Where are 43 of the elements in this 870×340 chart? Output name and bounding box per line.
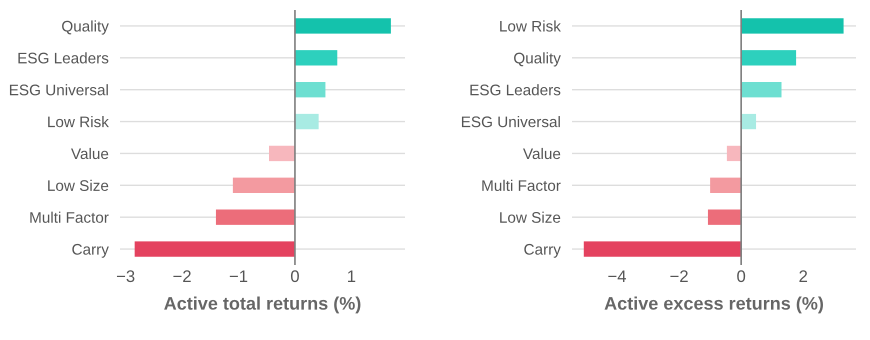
bar — [741, 50, 796, 66]
y-tick-label: Low Risk — [48, 116, 109, 128]
bar — [294, 114, 319, 130]
y-tick-label: Low Size — [48, 180, 108, 191]
bar — [741, 114, 756, 130]
y-tick-label: ESG Universal — [10, 84, 108, 96]
bar — [216, 210, 295, 225]
bar — [294, 50, 338, 66]
x-tick-label: −2 — [670, 270, 688, 282]
bar — [726, 146, 742, 162]
x-tick-label: 0 — [290, 270, 299, 282]
bar — [584, 241, 742, 257]
y-tick-label: ESG Leaders — [470, 84, 560, 96]
bar — [294, 18, 391, 34]
y-tick-label: ESG Leaders — [18, 52, 108, 64]
bar — [268, 146, 295, 162]
x-tick-label: −4 — [608, 270, 626, 282]
x-tick-label: −2 — [173, 270, 191, 282]
x-axis-title: Active excess returns (%) — [604, 296, 823, 314]
y-tick-label: Low Risk — [500, 20, 561, 32]
y-tick-label: Multi Factor — [30, 212, 109, 223]
x-tick-label: 2 — [799, 270, 808, 282]
y-tick-label: Carry — [524, 244, 561, 258]
bar — [710, 178, 742, 193]
y-tick-label: Value — [71, 148, 108, 160]
y-tick-label: Multi Factor — [482, 180, 561, 191]
bar — [741, 18, 844, 34]
bar — [741, 82, 782, 98]
y-tick-label: Low Size — [500, 212, 560, 223]
y-tick-label: Quality — [514, 52, 561, 67]
x-tick-label: 0 — [737, 270, 746, 282]
bar — [708, 210, 742, 225]
x-axis-title: Active total returns (%) — [164, 296, 360, 314]
y-tick-label: Quality — [62, 20, 109, 35]
bar — [232, 178, 295, 193]
x-tick-label: 1 — [348, 270, 356, 282]
y-tick-label: Value — [523, 148, 560, 160]
x-tick-label: −1 — [230, 270, 248, 282]
y-tick-label: Carry — [72, 244, 109, 258]
x-tick-label: −3 — [116, 270, 134, 282]
bar — [294, 82, 326, 98]
bar — [134, 241, 295, 257]
y-tick-label: ESG Universal — [462, 116, 560, 128]
